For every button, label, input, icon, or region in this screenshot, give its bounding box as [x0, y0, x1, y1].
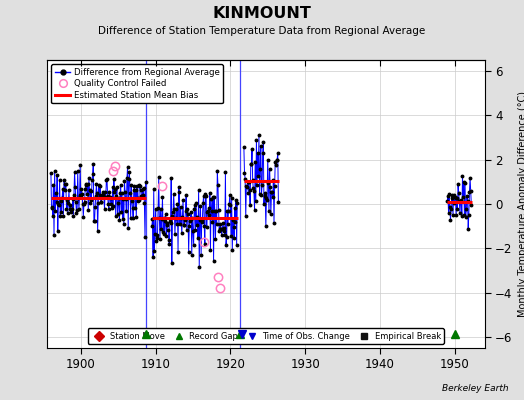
- Text: Difference of Station Temperature Data from Regional Average: Difference of Station Temperature Data f…: [99, 26, 425, 36]
- Text: KINMOUNT: KINMOUNT: [213, 6, 311, 21]
- Legend: Station Move, Record Gap, Time of Obs. Change, Empirical Break: Station Move, Record Gap, Time of Obs. C…: [88, 328, 444, 344]
- Text: Berkeley Earth: Berkeley Earth: [442, 384, 508, 393]
- Y-axis label: Monthly Temperature Anomaly Difference (°C): Monthly Temperature Anomaly Difference (…: [518, 91, 524, 317]
